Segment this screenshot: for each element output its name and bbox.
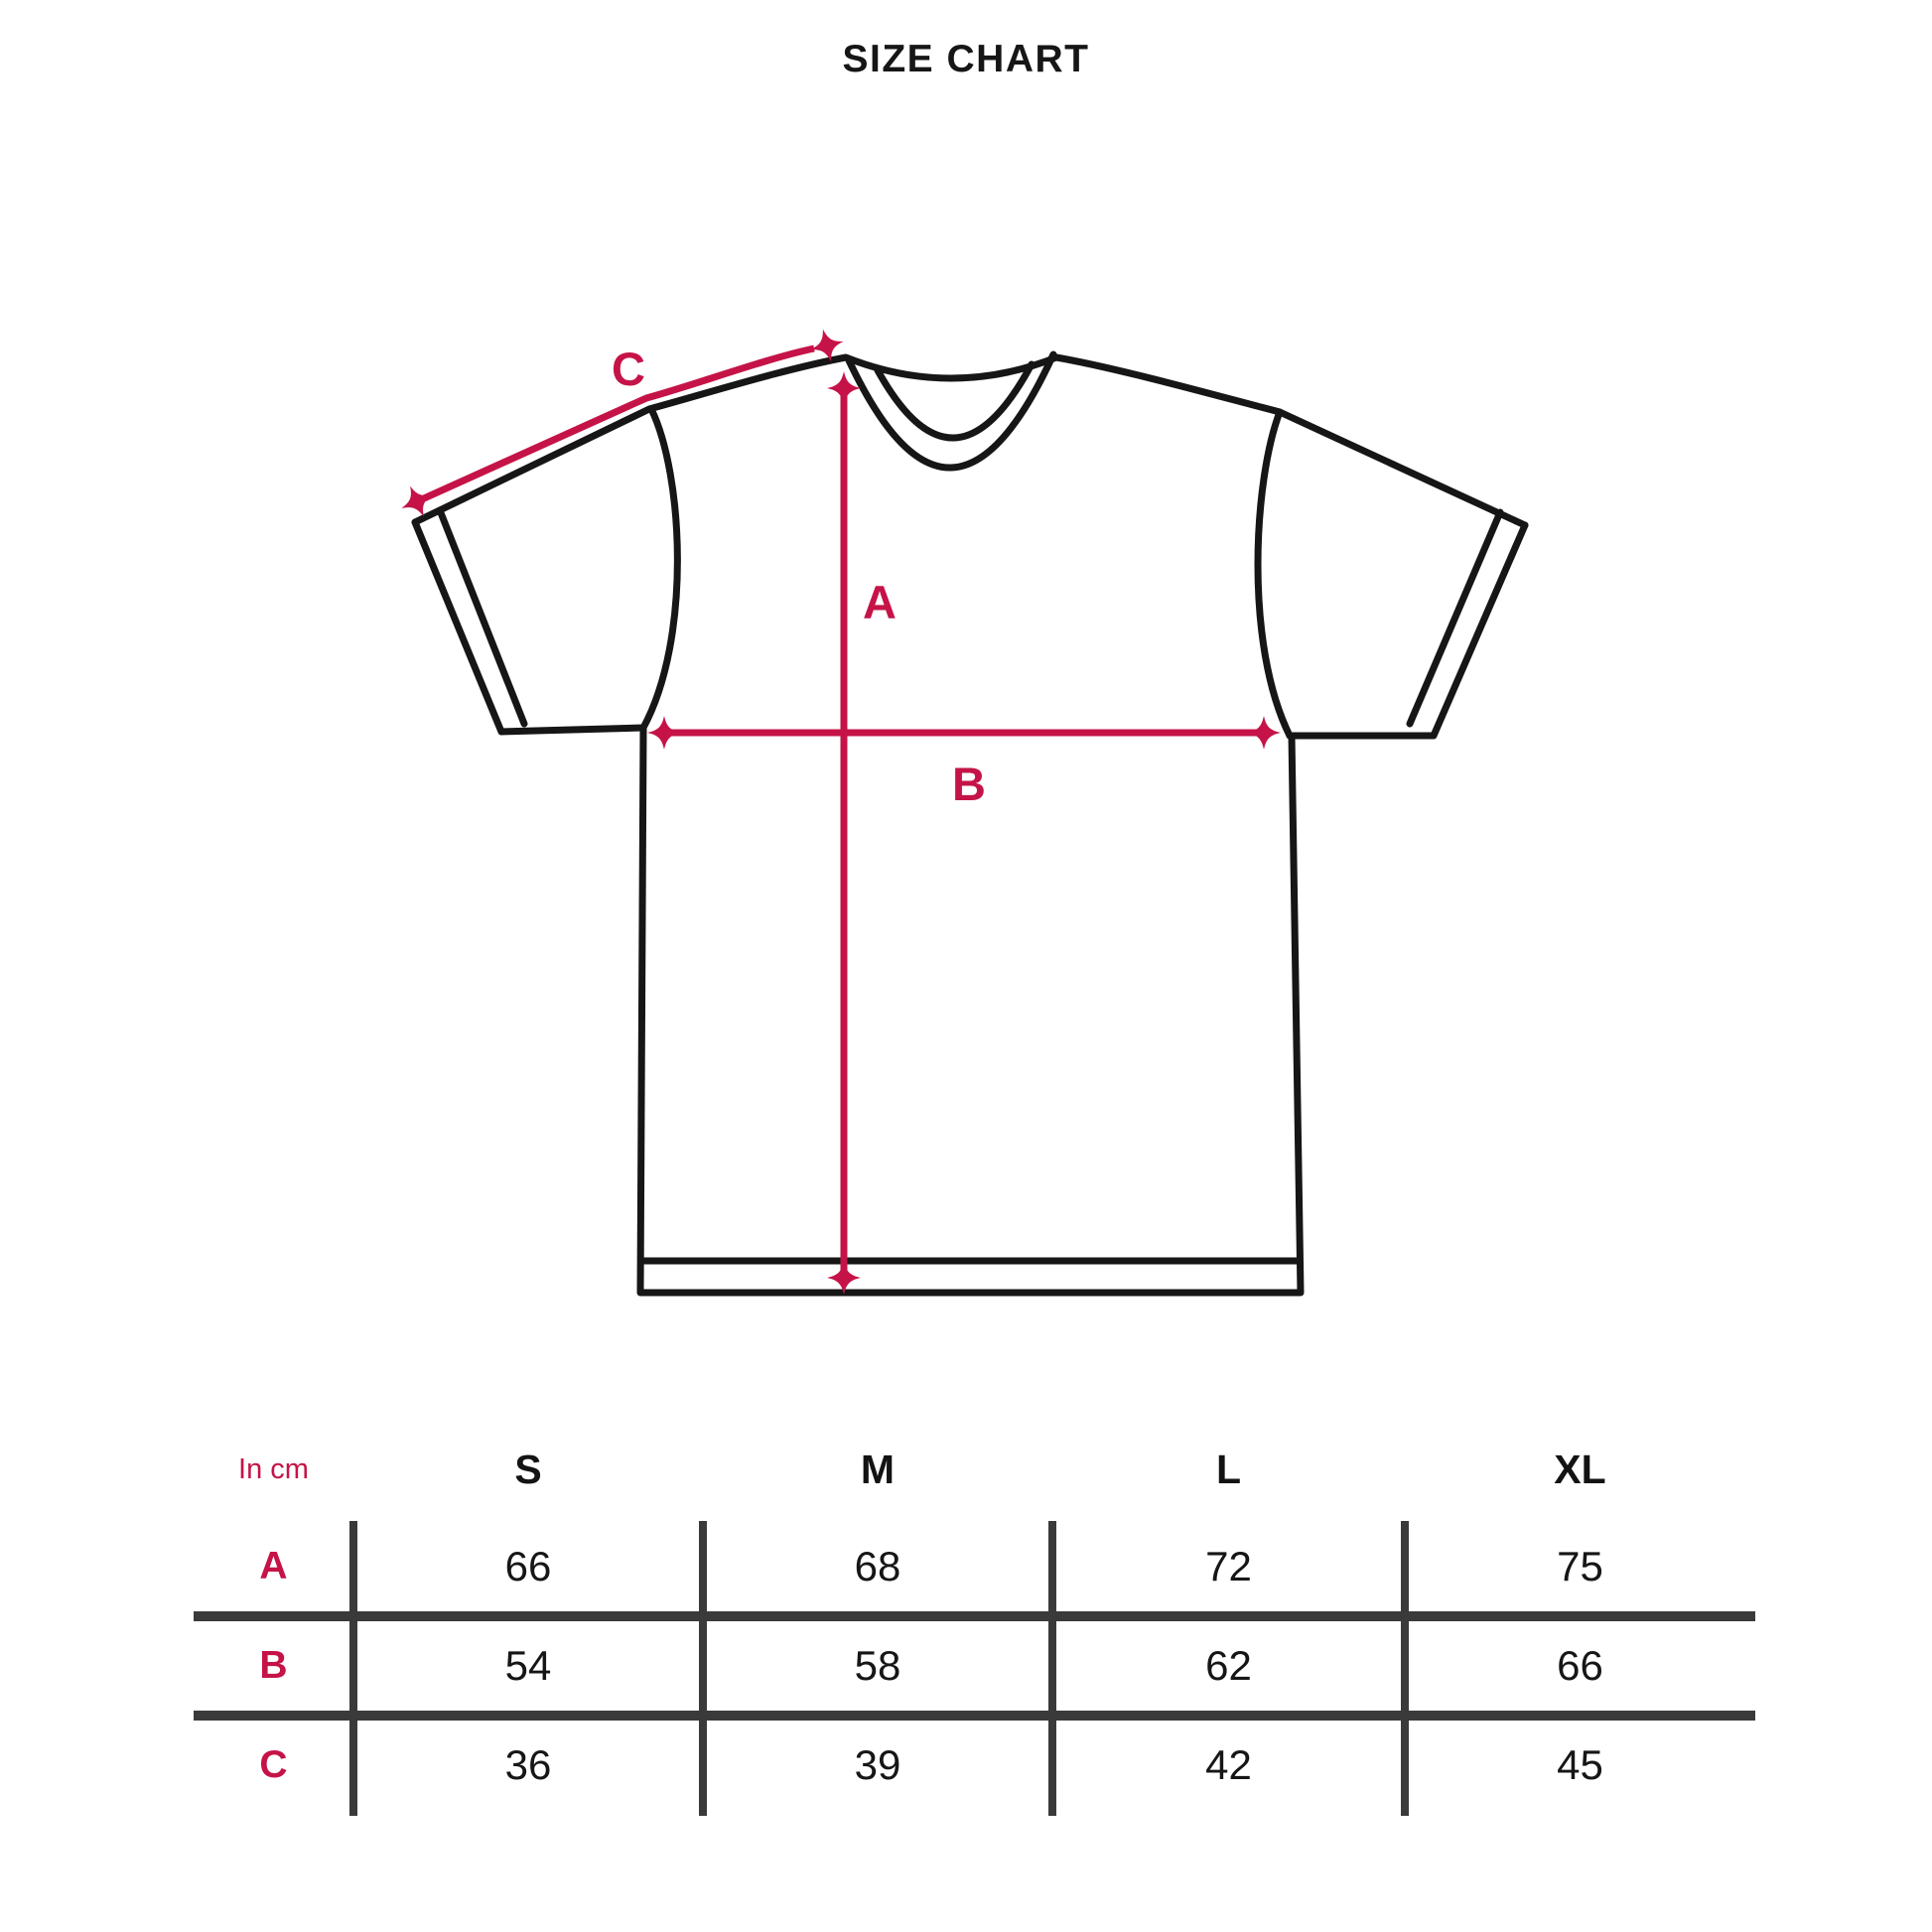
measurement-arrow-c bbox=[401, 329, 844, 517]
size-column-header-m: M bbox=[860, 1446, 896, 1492]
size-value-cell: 42 bbox=[1205, 1741, 1252, 1788]
size-value-cell: 75 bbox=[1557, 1543, 1603, 1589]
measurement-label-a: A bbox=[863, 575, 897, 628]
table-horizontal-divider bbox=[194, 1611, 1755, 1621]
diamond-arrowhead bbox=[647, 716, 681, 750]
right-cuff-seam bbox=[1406, 508, 1504, 728]
size-table: In cm S M L XL A 66 68 72 75 B 54 58 62 … bbox=[194, 1422, 1755, 1819]
size-value-cell: 45 bbox=[1557, 1741, 1603, 1788]
table-horizontal-divider bbox=[194, 1711, 1755, 1721]
row-label-c: C bbox=[259, 1743, 288, 1786]
size-value-cell: 66 bbox=[1557, 1642, 1603, 1689]
measurement-arrow-a bbox=[827, 371, 861, 1295]
measurement-arrow-b bbox=[647, 716, 1281, 750]
left-sleeve-edge bbox=[411, 518, 647, 736]
collar-band-inner bbox=[874, 360, 1035, 442]
arrow-c-line bbox=[422, 345, 815, 502]
diamond-arrowhead bbox=[810, 329, 844, 362]
table-vertical-divider bbox=[349, 1521, 357, 1816]
size-column-header-xl: XL bbox=[1554, 1446, 1606, 1492]
size-value-cell: 62 bbox=[1205, 1642, 1252, 1689]
diamond-arrowhead bbox=[1247, 716, 1281, 750]
table-vertical-divider bbox=[1048, 1521, 1056, 1816]
row-label-b: B bbox=[259, 1644, 288, 1687]
measurement-label-c: C bbox=[612, 342, 645, 395]
size-value-cell: 58 bbox=[854, 1642, 901, 1689]
diamond-arrowhead bbox=[827, 371, 861, 405]
size-value-cell: 72 bbox=[1205, 1543, 1252, 1589]
right-sleeve-edge bbox=[1286, 521, 1529, 740]
measurement-label-b: B bbox=[952, 757, 986, 810]
shoulder-and-neck-line bbox=[411, 353, 1529, 529]
tshirt-outline bbox=[411, 350, 1529, 1297]
left-armhole-seam bbox=[639, 405, 681, 732]
size-value-cell: 68 bbox=[854, 1543, 901, 1589]
size-value-cell: 66 bbox=[504, 1543, 552, 1589]
size-table-grid: In cm S M L XL A 66 68 72 75 B 54 58 62 … bbox=[194, 1422, 1755, 1819]
size-column-header-l: L bbox=[1215, 1446, 1242, 1492]
table-vertical-divider bbox=[1401, 1521, 1409, 1816]
size-value-cell: 54 bbox=[504, 1642, 552, 1689]
left-cuff-seam bbox=[436, 506, 528, 728]
collar-band-outer bbox=[845, 350, 1057, 472]
size-value-cell: 36 bbox=[504, 1741, 552, 1788]
table-vertical-divider bbox=[699, 1521, 707, 1816]
unit-label: In cm bbox=[238, 1452, 309, 1485]
row-label-a: A bbox=[259, 1545, 288, 1587]
size-value-cell: 39 bbox=[854, 1741, 901, 1788]
diamond-arrowhead bbox=[401, 485, 433, 517]
size-column-header-s: S bbox=[514, 1446, 542, 1492]
body-outline bbox=[636, 724, 1305, 1297]
diamond-arrowhead bbox=[827, 1261, 861, 1295]
right-armhole-seam bbox=[1254, 408, 1294, 740]
page-title: SIZE CHART bbox=[842, 38, 1090, 80]
